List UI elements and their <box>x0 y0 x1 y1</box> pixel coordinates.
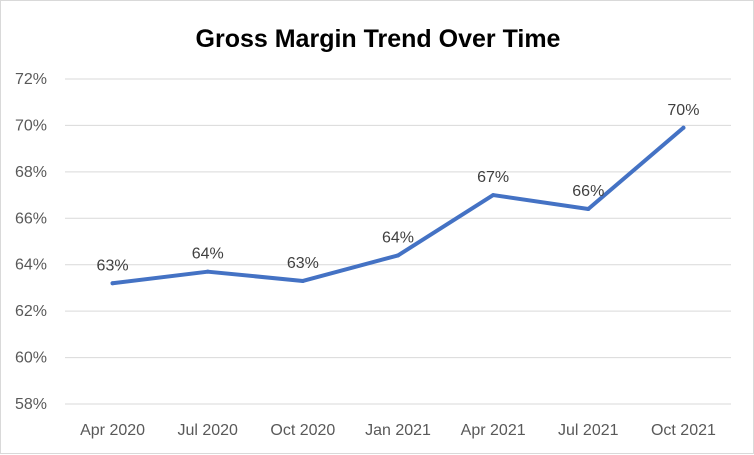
data-label: 66% <box>572 183 604 200</box>
x-tick-label: Jul 2020 <box>177 422 238 439</box>
data-point <box>491 193 496 198</box>
data-label: 67% <box>477 169 509 186</box>
x-tick-label: Jul 2021 <box>558 422 619 439</box>
y-tick-label: 58% <box>15 396 47 413</box>
data-point <box>300 278 305 283</box>
gridlines <box>65 78 731 405</box>
data-label: 63% <box>97 257 129 274</box>
data-point <box>205 269 210 274</box>
y-tick-label: 68% <box>15 164 47 181</box>
x-tick-label: Apr 2021 <box>461 422 526 439</box>
x-tick-label: Apr 2020 <box>80 422 145 439</box>
data-label: 64% <box>192 246 224 263</box>
y-tick-label: 62% <box>15 303 47 320</box>
data-point <box>586 207 591 211</box>
series-layer <box>110 125 686 286</box>
chart-title: Gross Margin Trend Over Time <box>196 25 561 53</box>
y-axis: 58% 60% 62% 64% 66% 68% 70% 72% <box>15 71 47 413</box>
data-labels: 63% 64% 63% 64% 67% 66% 70% <box>97 102 700 275</box>
x-tick-label: Jan 2021 <box>365 422 431 439</box>
data-point <box>110 281 115 286</box>
x-tick-label: Oct 2021 <box>651 422 716 439</box>
y-tick-label: 72% <box>15 71 47 88</box>
y-tick-label: 60% <box>15 350 47 367</box>
y-tick-label: 66% <box>15 210 47 227</box>
y-tick-label: 70% <box>15 117 47 134</box>
y-tick-label: 64% <box>15 257 47 274</box>
x-tick-label: Oct 2020 <box>270 422 335 439</box>
x-axis: Apr 2020 Jul 2020 Oct 2020 Jan 2021 Apr 2021… <box>80 422 716 439</box>
data-point <box>681 125 686 130</box>
data-label: 63% <box>287 255 319 272</box>
data-point <box>396 253 400 258</box>
data-label: 70% <box>667 102 699 119</box>
data-label: 64% <box>382 229 414 246</box>
